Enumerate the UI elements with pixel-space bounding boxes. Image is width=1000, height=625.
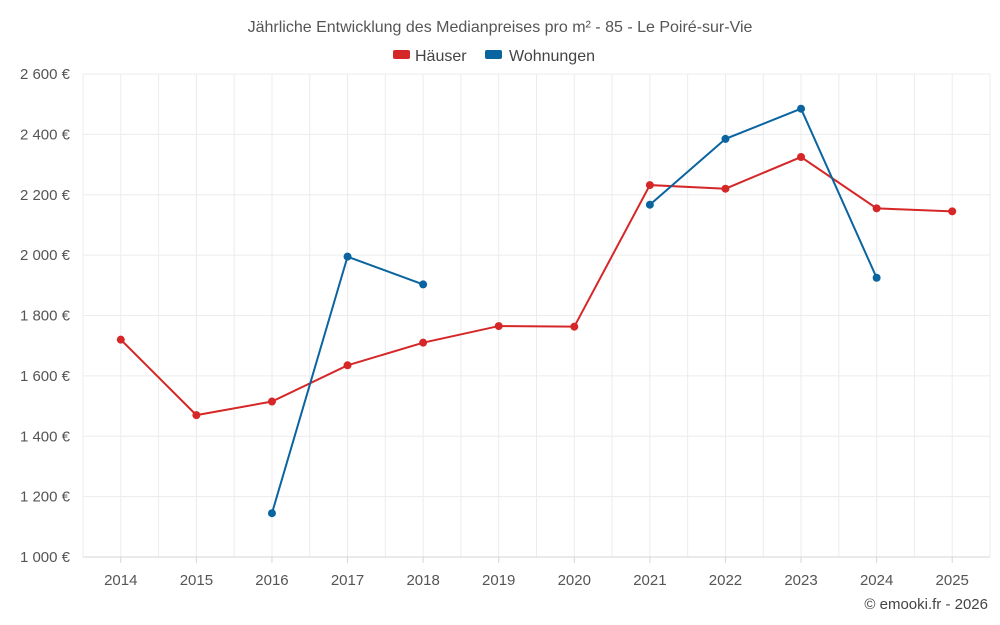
legend-swatch [485,50,502,59]
chart-title: Jährliche Entwicklung des Medianpreises … [248,19,753,36]
x-tick-label: 2023 [784,572,817,589]
data-point[interactable] [645,200,654,209]
x-tick-label: 2024 [860,572,893,589]
data-point[interactable] [797,104,806,113]
x-tick-label: 2015 [180,572,213,589]
legend-item-wohnungen[interactable]: Wohnungen [485,48,595,65]
x-tick-label: 2020 [558,572,591,589]
x-tick-label: 2016 [255,572,288,589]
x-tick-label: 2025 [936,572,969,589]
legend: Häuser Wohnungen [393,48,595,65]
legend-label: Häuser [415,48,467,65]
y-tick-label: 1 600 € [20,368,71,385]
data-point[interactable] [872,273,881,282]
legend-label: Wohnungen [509,48,595,65]
series-häuser [116,153,957,420]
data-point[interactable] [419,280,428,289]
x-tick-label: 2021 [633,572,666,589]
axes: 1 000 € 1 200 € 1 400 € 1 600 € 1 800 € 2 000… [20,66,990,589]
data-point[interactable] [192,411,201,420]
data-point[interactable] [494,322,503,331]
x-tick-label: 2014 [104,572,137,589]
data-point[interactable] [645,181,654,190]
data-point[interactable] [419,338,428,347]
y-tick-label: 1 000 € [20,549,71,566]
data-point[interactable] [948,207,957,216]
y-tick-label: 2 200 € [20,187,71,204]
y-tick-label: 1 800 € [20,308,71,325]
data-point[interactable] [570,322,579,331]
y-tick-label: 2 600 € [20,66,71,83]
legend-item-häuser[interactable]: Häuser [393,48,467,65]
series-line [120,155,953,417]
data-point[interactable] [267,509,276,518]
data-point[interactable] [116,335,125,344]
data-point[interactable] [721,134,730,143]
series-layer [116,104,957,518]
x-tick-label: 2019 [482,572,515,589]
data-point[interactable] [343,361,352,370]
data-point[interactable] [343,252,352,261]
data-point[interactable] [872,204,881,213]
gridlines [82,73,991,558]
y-tick-label: 2 400 € [20,126,71,143]
data-point[interactable] [721,184,730,193]
data-point[interactable] [797,153,806,162]
data-point[interactable] [267,397,276,406]
y-tick-label: 1 200 € [20,489,71,506]
y-tick-label: 2 000 € [20,247,71,264]
legend-swatch [393,50,410,59]
series-line [649,107,878,279]
x-tick-label: 2017 [331,572,364,589]
series-wohnungen [267,104,881,518]
x-tick-label: 2022 [709,572,742,589]
credit-text: © emooki.fr - 2026 [864,596,988,613]
y-tick-label: 1 400 € [20,428,71,445]
x-tick-label: 2018 [406,572,439,589]
